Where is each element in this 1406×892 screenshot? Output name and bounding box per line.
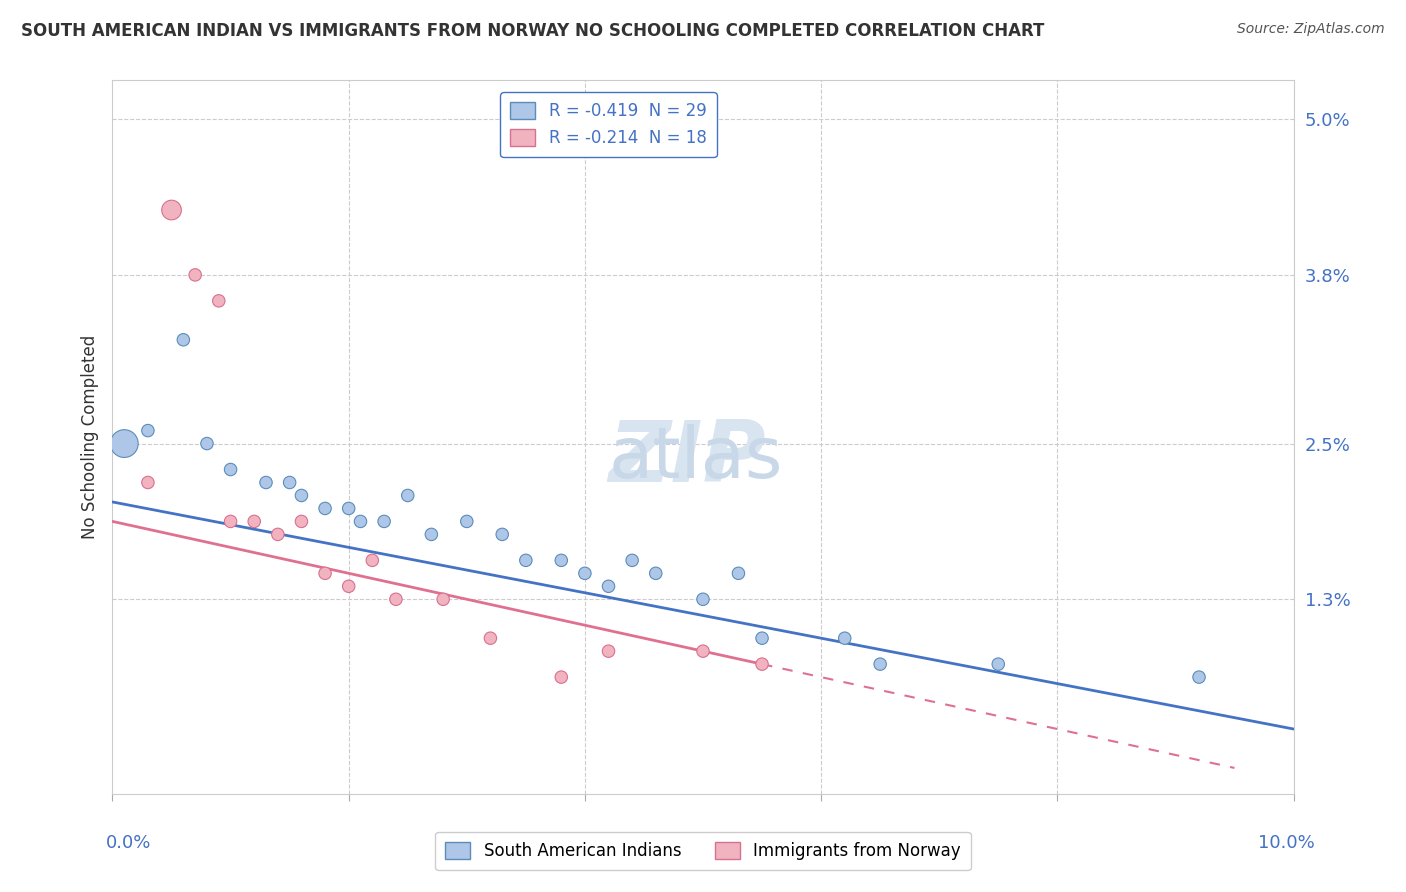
Point [337, 579, 360, 593]
Point [314, 501, 336, 516]
Point [160, 202, 183, 217]
Text: 10.0%: 10.0% [1258, 834, 1315, 852]
Point [349, 515, 371, 529]
Point [598, 644, 620, 658]
Point [1188, 670, 1211, 684]
Text: ZIP: ZIP [609, 417, 766, 500]
Point [314, 566, 336, 581]
Point [456, 515, 478, 529]
Y-axis label: No Schooling Completed: No Schooling Completed [80, 335, 98, 539]
Point [254, 475, 277, 490]
Point [136, 475, 159, 490]
Point [373, 515, 395, 529]
Point [550, 670, 572, 684]
Text: 0.0%: 0.0% [105, 834, 150, 852]
Point [112, 436, 135, 450]
Point [550, 553, 572, 567]
Point [172, 333, 194, 347]
Legend: R = -0.419  N = 29, R = -0.214  N = 18: R = -0.419 N = 29, R = -0.214 N = 18 [501, 92, 717, 157]
Point [267, 527, 290, 541]
Text: SOUTH AMERICAN INDIAN VS IMMIGRANTS FROM NORWAY NO SCHOOLING COMPLETED CORRELATI: SOUTH AMERICAN INDIAN VS IMMIGRANTS FROM… [21, 22, 1045, 40]
Point [644, 566, 666, 581]
Text: atlas: atlas [609, 424, 783, 493]
Point [243, 515, 266, 529]
Point [751, 657, 773, 672]
Point [278, 475, 301, 490]
Point [479, 631, 502, 645]
Point [290, 515, 312, 529]
Point [751, 631, 773, 645]
Point [432, 592, 454, 607]
Point [574, 566, 596, 581]
Point [290, 488, 312, 502]
Point [337, 501, 360, 516]
Point [195, 436, 218, 450]
Point [184, 268, 207, 282]
Point [515, 553, 537, 567]
Point [834, 631, 856, 645]
Point [621, 553, 644, 567]
Point [598, 579, 620, 593]
Point [385, 592, 408, 607]
Point [361, 553, 384, 567]
Point [692, 644, 714, 658]
Point [219, 515, 242, 529]
Point [491, 527, 513, 541]
Text: Source: ZipAtlas.com: Source: ZipAtlas.com [1237, 22, 1385, 37]
Point [396, 488, 419, 502]
Point [692, 592, 714, 607]
Point [987, 657, 1010, 672]
Point [727, 566, 749, 581]
Legend: South American Indians, Immigrants from Norway: South American Indians, Immigrants from … [436, 832, 970, 871]
Point [420, 527, 443, 541]
Point [869, 657, 891, 672]
Point [219, 462, 242, 476]
Point [208, 293, 231, 308]
Point [136, 424, 159, 438]
